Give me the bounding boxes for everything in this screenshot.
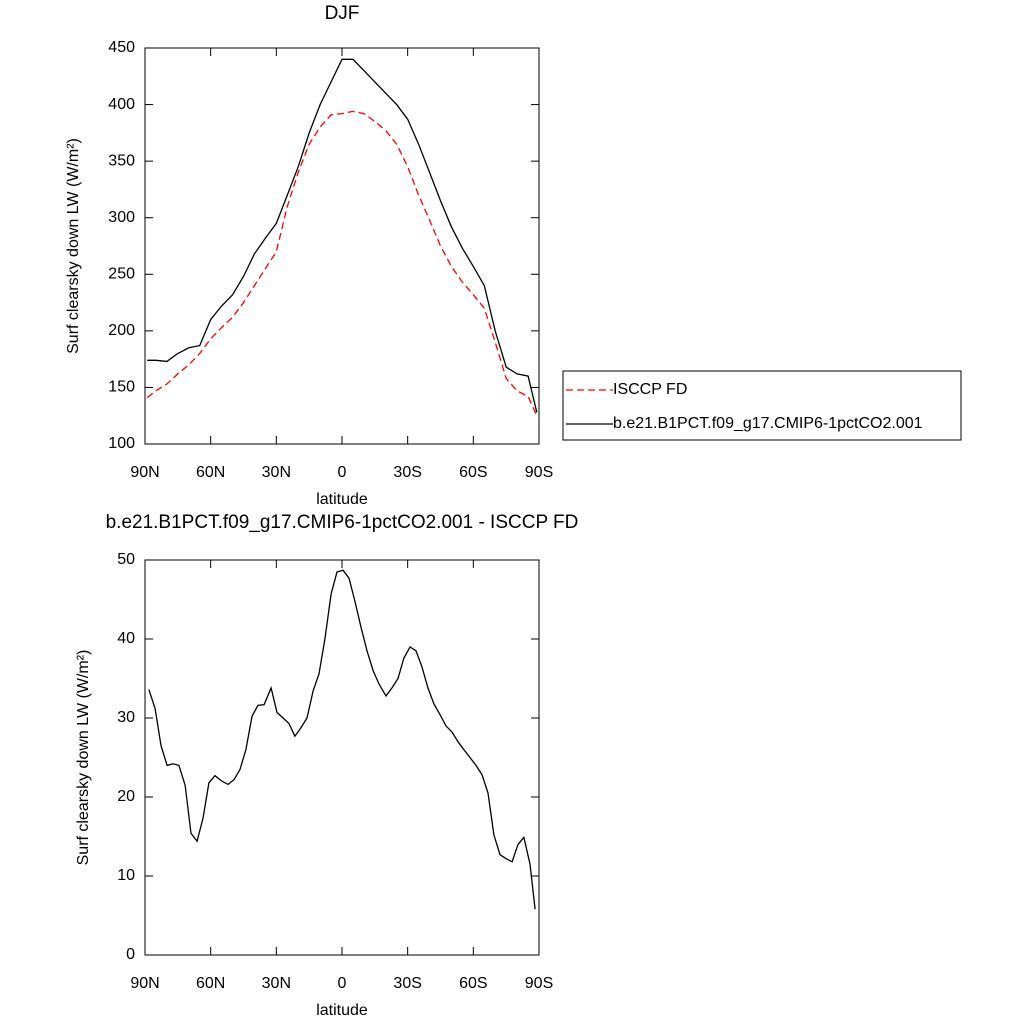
y-tick-label: 0 xyxy=(126,946,135,963)
y-tick-label: 10 xyxy=(117,867,135,884)
y-tick-label: 350 xyxy=(108,152,135,169)
x-tick-label: 90S xyxy=(525,464,553,481)
x-tick-label: 90N xyxy=(130,975,159,992)
y-tick-label: 100 xyxy=(108,435,135,452)
y-tick-label: 30 xyxy=(117,709,135,726)
x-tick-label: 60S xyxy=(459,464,487,481)
x-tick-label: 60S xyxy=(459,975,487,992)
y-tick-label: 50 xyxy=(117,551,135,568)
y-tick-label: 40 xyxy=(117,630,135,647)
y-tick-label: 400 xyxy=(108,96,135,113)
data-line xyxy=(146,110,538,416)
data-line xyxy=(148,569,536,910)
y-tick-label: 300 xyxy=(108,209,135,226)
y-tick-label: 20 xyxy=(117,788,135,805)
legend-box xyxy=(562,370,962,441)
y-tick-label: 450 xyxy=(108,39,135,56)
x-axis-label: latitude xyxy=(316,1002,368,1019)
y-tick-label: 250 xyxy=(108,266,135,283)
chart-title: b.e21.B1PCT.f09_g17.CMIP6-1pctCO2.001 - … xyxy=(106,512,579,533)
y-axis-label: Surf clearsky down LW (W/m²) xyxy=(75,650,92,866)
x-tick-label: 0 xyxy=(338,975,347,992)
x-tick-label: 30S xyxy=(393,464,421,481)
chart-title: DJF xyxy=(325,3,360,24)
y-tick-label: 150 xyxy=(108,379,135,396)
x-tick-label: 90N xyxy=(130,464,159,481)
plot-frame xyxy=(144,559,540,956)
plot-frame xyxy=(144,47,540,445)
x-axis-label: latitude xyxy=(316,491,368,508)
data-line xyxy=(147,58,538,413)
x-tick-label: 30S xyxy=(393,975,421,992)
legend-label: b.e21.B1PCT.f09_g17.CMIP6-1pctCO2.001 xyxy=(613,415,923,432)
x-tick-label: 60N xyxy=(196,464,225,481)
x-tick-label: 60N xyxy=(196,975,225,992)
x-tick-label: 30N xyxy=(262,975,291,992)
y-axis-label: Surf clearsky down LW (W/m²) xyxy=(65,138,82,354)
x-tick-label: 30N xyxy=(262,464,291,481)
legend-label: ISCCP FD xyxy=(613,381,687,398)
x-tick-label: 0 xyxy=(338,464,347,481)
y-tick-label: 200 xyxy=(108,322,135,339)
x-tick-label: 90S xyxy=(525,975,553,992)
